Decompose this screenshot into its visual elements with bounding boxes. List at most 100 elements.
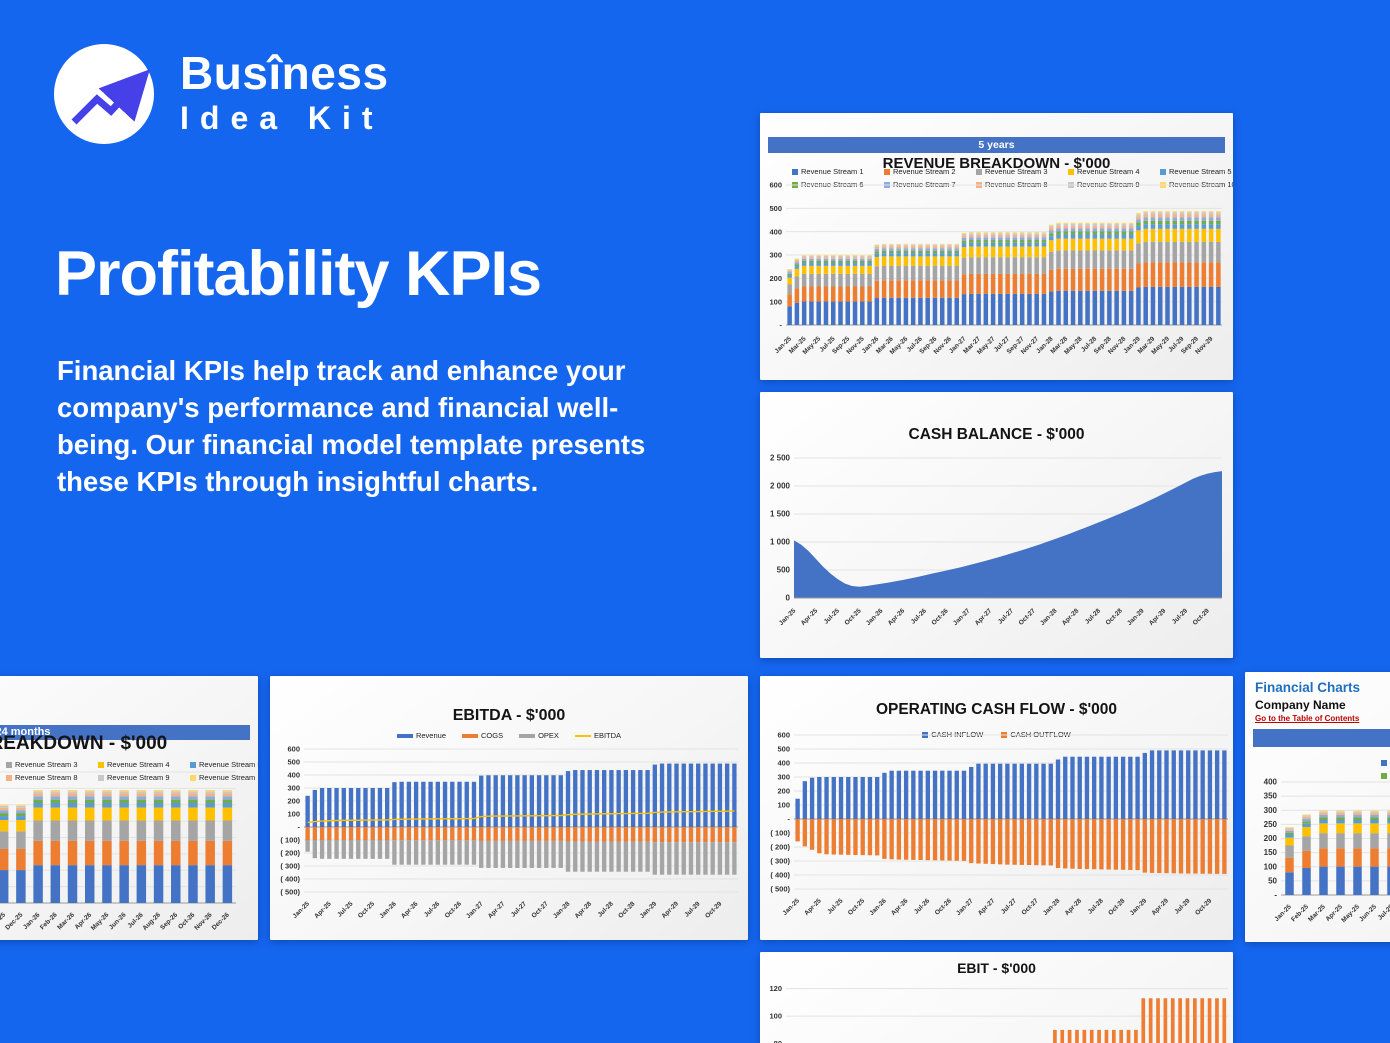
svg-text:Oct-28: Oct-28 [1105,607,1125,627]
revenue-breakdown-5y-chart: 600 500 400 300 200 100- Jan-25 Mar-25 May-25 Jul… [760,113,1233,380]
svg-text:( 500): ( 500) [770,885,790,894]
svg-text:Apr-25: Apr-25 [313,900,333,920]
svg-text:-: - [1274,891,1277,900]
logo-circle [54,44,154,144]
svg-text:Jul-26: Jul-26 [913,897,932,916]
legend-item: COGS [462,731,503,740]
svg-text:Jan-27: Jan-27 [952,607,972,627]
chart-title: OPERATING CASH FLOW - $'000 [875,701,1118,718]
svg-text:500: 500 [777,745,790,754]
legend-item: Revenue Stream 9 [98,773,190,782]
svg-text:Jan-27: Jan-27 [465,900,485,920]
svg-text:Jul-26: Jul-26 [423,900,442,919]
svg-text:100: 100 [769,1012,782,1021]
svg-text:Jul-28: Jul-28 [1087,897,1106,916]
svg-text:Jan-28: Jan-28 [552,900,572,920]
svg-text:250: 250 [1264,820,1278,829]
svg-text:Mar-26: Mar-26 [56,911,76,931]
card-header-bar: 5 years [768,137,1225,153]
svg-text:Oct-27: Oct-27 [1020,897,1040,917]
svg-text:Jul-26: Jul-26 [910,607,929,626]
svg-text:100: 100 [287,810,300,819]
svg-text:Jul-25: Jul-25 [1377,903,1390,922]
svg-text:Jul-29: Jul-29 [1171,607,1190,626]
legend-item: Revenue Stream 4 [1068,167,1160,176]
svg-text:Apr-25: Apr-25 [800,607,820,627]
svg-text:( 100): ( 100) [280,836,300,845]
svg-text:Apr-26: Apr-26 [887,607,907,627]
svg-text:Dec-25: Dec-25 [4,911,24,931]
legend-item: Revenue Stream 10 [190,773,258,782]
svg-text:Apr-26: Apr-26 [400,900,420,920]
legend-item: OPEX [519,731,559,740]
svg-text:Apr-28: Apr-28 [1061,607,1081,627]
revenue-breakdown-24m-chart: 40035030025020015010050-Jan-25Feb-25Mar-… [0,676,258,940]
svg-text:Jan-29: Jan-29 [1126,607,1146,627]
trend-arrow-icon [54,44,154,144]
svg-text:Oct-26: Oct-26 [444,900,464,920]
svg-text:120: 120 [769,984,782,993]
chart-legend: Revenue COGS OPEX EBITDA [270,731,748,740]
svg-text:100: 100 [777,801,790,810]
svg-text:Oct-28: Oct-28 [617,900,637,920]
svg-text:Jul-25: Jul-25 [336,900,355,919]
svg-text:( 200): ( 200) [770,843,790,852]
svg-text:500: 500 [287,758,300,767]
legend-item: Revenue Stream 3 [976,167,1068,176]
svg-text:( 200): ( 200) [280,849,300,858]
legend-item: Revenue Stream 1 [1381,758,1390,767]
svg-text:Jul-25: Jul-25 [826,897,845,916]
svg-text:400: 400 [777,759,790,768]
svg-text:Jan-25: Jan-25 [1273,903,1293,923]
svg-text:300: 300 [769,251,782,260]
svg-text:Oct-29: Oct-29 [704,900,724,920]
svg-text:Jul-29: Jul-29 [683,900,702,919]
svg-text:-: - [780,321,783,330]
page-title: Profitability KPIs [55,239,542,309]
svg-text:400: 400 [287,771,300,780]
svg-text:-: - [298,823,301,832]
svg-text:1 500: 1 500 [770,510,791,519]
operating-cash-flow-chart: 600 500 400 300 200 100 - ( 100) ( 200) ( 300) ( 4… [760,676,1233,940]
svg-text:Jan-27: Jan-27 [955,897,975,917]
svg-text:Jan-26: Jan-26 [22,911,42,931]
svg-text:200: 200 [769,274,782,283]
svg-text:Mar-25: Mar-25 [1307,903,1327,923]
svg-text:Oct-27: Oct-27 [1018,607,1038,627]
svg-text:Jan-25: Jan-25 [782,897,802,917]
svg-text:2 000: 2 000 [770,482,791,491]
svg-text:Oct-29: Oct-29 [1194,897,1214,917]
svg-text:Apr-27: Apr-27 [974,607,994,627]
svg-text:300: 300 [1264,806,1278,815]
company-name: Company Name [1255,698,1346,712]
brand-name-bottom: Idea Kit [180,100,384,136]
svg-text:Apr-28: Apr-28 [574,900,594,920]
financial-charts-heading: Financial Charts [1255,680,1361,695]
svg-text:80: 80 [774,1039,782,1043]
card-revenue-breakdown-24m: 24 months REVENUE BREAKDOWN - $'000 Reve… [0,676,258,940]
svg-text:Oct-26: Oct-26 [930,607,950,627]
card-ebitda: EBITDA - $'000 Revenue COGS OPEX EBITDA 600… [270,676,748,940]
svg-text:( 300): ( 300) [280,862,300,871]
ebit-chart: 12010080604020- [760,952,1233,1043]
svg-text:( 400): ( 400) [770,871,790,880]
table-of-contents-link[interactable]: Go to the Table of Contents [1255,714,1360,723]
svg-text:Apr-28: Apr-28 [1064,897,1084,917]
svg-text:Jul-27: Jul-27 [997,607,1016,626]
legend-item: Revenue Stream 5 [1160,167,1233,176]
svg-text:2 500: 2 500 [770,454,791,463]
svg-text:Oct-25: Oct-25 [843,607,863,627]
svg-text:Jan-29: Jan-29 [1129,897,1149,917]
chart-title: EBITDA - $'000 [452,707,566,724]
svg-text:100: 100 [1264,862,1278,871]
svg-text:Apr-29: Apr-29 [1148,607,1168,627]
legend-item: Revenue Stream 5 [190,760,258,769]
cash-balance-chart: 2 500 2 000 1 500 1 000 500 0 Jan-25 Apr-25 Jul-… [760,392,1233,658]
svg-text:0: 0 [786,594,791,603]
svg-text:Oct-25: Oct-25 [357,900,377,920]
svg-text:-: - [788,815,791,824]
brand-name: Busîness Idea Kit [180,50,389,134]
revenue-breakdown-right-chart: 400 350 300 250 200 150 100 50 - Jan-25 Feb-25 Mar-… [1245,672,1390,942]
card-cash-balance: CASH BALANCE - $'000 2 500 2 000 1 500 1 00… [760,392,1233,658]
